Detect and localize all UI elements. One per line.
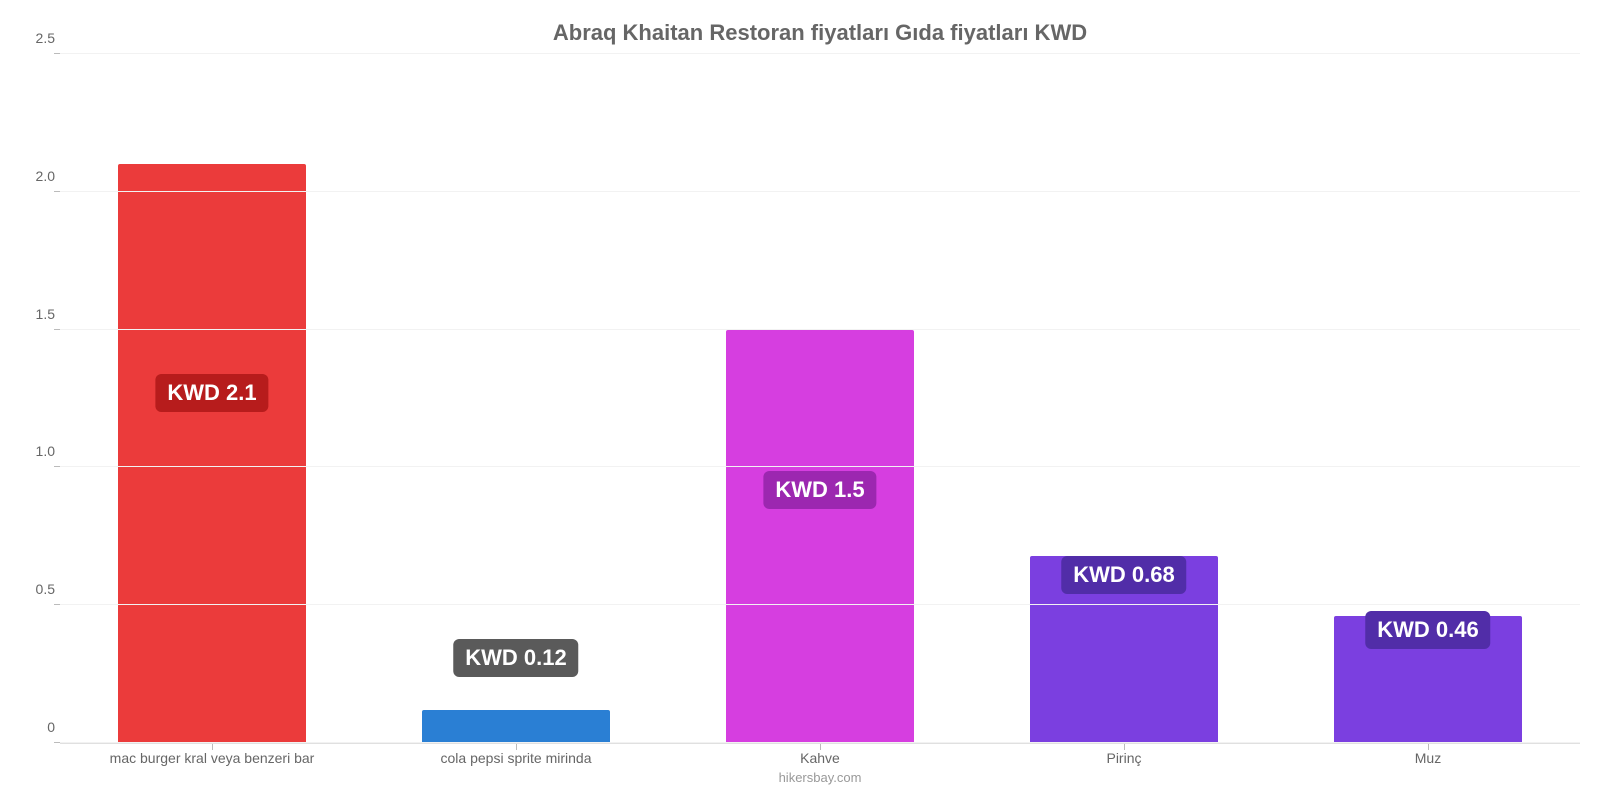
chart-credit: hikersbay.com [60,770,1580,785]
bar-slot: KWD 0.12 [364,54,668,743]
x-category-text: mac burger kral veya benzeri bar [110,750,315,766]
x-category-text: Kahve [800,750,840,766]
y-tick-mark [54,53,60,54]
bar-slot: KWD 0.46 [1276,54,1580,743]
x-tick-mark [1428,744,1429,750]
gridline [60,604,1580,605]
x-tick-mark [820,744,821,750]
x-tick-mark [1124,744,1125,750]
bar-value-label: KWD 0.12 [453,639,578,677]
gridline [60,742,1580,743]
gridline [60,329,1580,330]
x-tick-mark [516,744,517,750]
bar-slot: KWD 1.5 [668,54,972,743]
gridline [60,53,1580,54]
bar-slot: KWD 0.68 [972,54,1276,743]
y-tick-label: 1.0 [20,443,55,459]
gridline [60,466,1580,467]
x-category-text: Pirinç [1106,750,1141,766]
bars-group: KWD 2.1 KWD 0.12 KWD 1.5 KWD 0.68 KWD 0.46 [60,54,1580,743]
x-tick-label: Pirinç [972,750,1276,766]
y-tick-mark [54,191,60,192]
bar-value-label: KWD 2.1 [155,374,268,412]
x-tick-mark [212,744,213,750]
x-tick-label: Kahve [668,750,972,766]
y-tick-label: 1.5 [20,306,55,322]
bar-value-label: KWD 0.68 [1061,556,1186,594]
gridline [60,191,1580,192]
bar-value-label: KWD 1.5 [763,471,876,509]
bar [118,164,306,743]
y-tick-label: 0 [20,719,55,735]
chart-title: Abraq Khaitan Restoran fiyatları Gıda fi… [60,10,1580,54]
y-tick-mark [54,742,60,743]
bar [422,710,610,743]
plot-area: KWD 2.1KWD 0.12KWD 1.5KWD 0.68KWD 0.46 0… [60,54,1580,744]
bar [726,330,914,743]
y-tick-label: 2.0 [20,168,55,184]
x-axis: mac burger kral veya benzeri bar cola pep… [60,750,1580,766]
y-tick-label: 2.5 [20,30,55,46]
bar-slot: KWD 2.1 [60,54,364,743]
y-tick-mark [54,466,60,467]
x-tick-label: mac burger kral veya benzeri bar [60,750,364,766]
y-tick-mark [54,329,60,330]
x-tick-label: cola pepsi sprite mirinda [364,750,668,766]
price-bar-chart: Abraq Khaitan Restoran fiyatları Gıda fi… [0,0,1600,800]
x-tick-label: Muz [1276,750,1580,766]
x-category-text: cola pepsi sprite mirinda [441,750,592,766]
y-tick-mark [54,604,60,605]
bar-value-label: KWD 0.46 [1365,611,1490,649]
y-tick-label: 0.5 [20,581,55,597]
x-category-text: Muz [1415,750,1441,766]
